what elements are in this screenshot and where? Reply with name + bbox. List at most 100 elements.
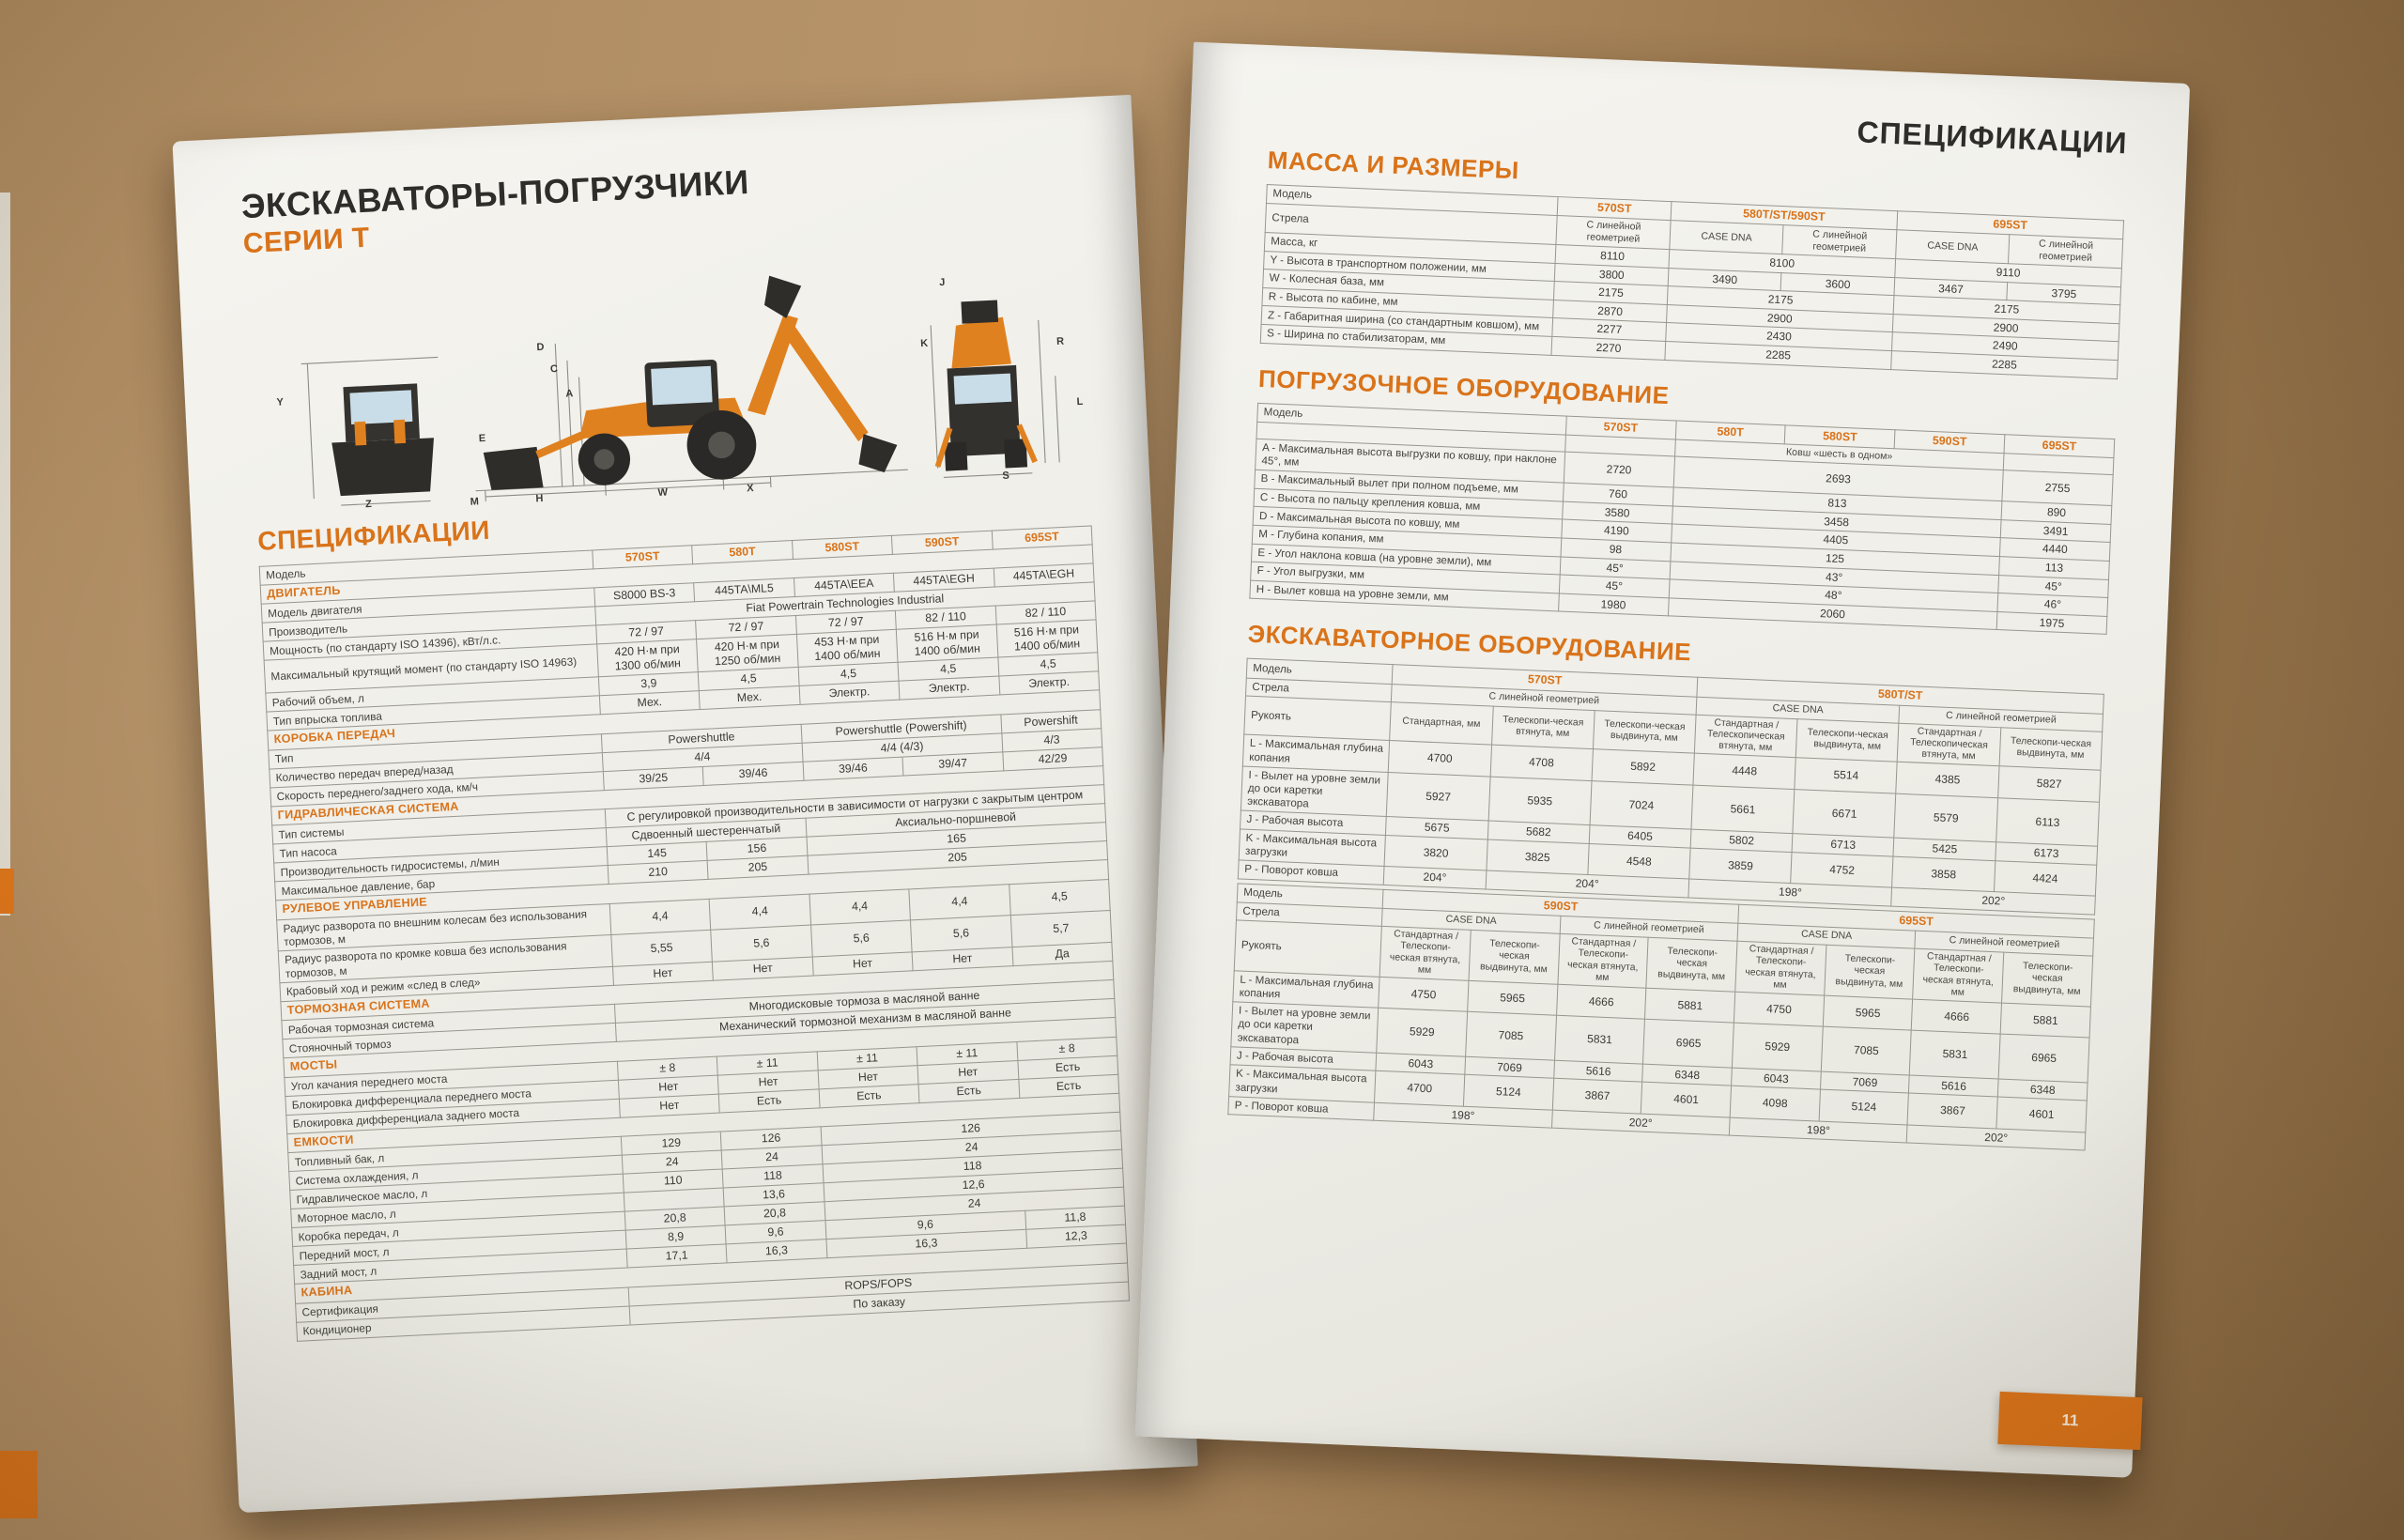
- dimension-label: Z: [364, 498, 373, 511]
- table-cell: 5927: [1386, 772, 1490, 822]
- table-cell: 4666: [1911, 999, 2002, 1035]
- table-cell: 2755: [2002, 470, 2114, 506]
- table-cell: 4385: [1896, 762, 1999, 798]
- dimension-label: W: [657, 486, 669, 499]
- table-cell: 7024: [1589, 780, 1693, 830]
- table-cell: Телескопи-ческая выдвинута, мм: [1468, 930, 1560, 985]
- table-cell: 6965: [1642, 1019, 1734, 1068]
- edge-tab-top: [0, 869, 14, 914]
- table-cell: 5,7: [1009, 910, 1112, 947]
- table-cell: 5965: [1823, 995, 1914, 1031]
- table-cell: 6671: [1793, 789, 1897, 839]
- dimension-label: X: [746, 482, 754, 494]
- table-cell: 4708: [1489, 745, 1594, 781]
- table-cell: 453 Н·м при 1400 об/мин: [796, 629, 899, 668]
- mass-dimensions-table: Модель 570ST 580T/ST/590ST 695ST Стрела С лин…: [1260, 184, 2124, 379]
- table-cell: 4601: [1641, 1082, 1732, 1117]
- table-cell: 5579: [1894, 793, 1998, 842]
- table-cell: 5124: [1818, 1089, 1909, 1125]
- table-cell: С линейной геометрией: [1782, 224, 1897, 259]
- table-cell: 4601: [1996, 1097, 2088, 1132]
- dimension-label: K: [919, 337, 929, 350]
- table-cell: 4700: [1388, 741, 1492, 777]
- dimension-label: R: [1056, 335, 1065, 348]
- table-cell: 6113: [1996, 797, 2100, 847]
- dimension-label: D: [536, 341, 545, 353]
- table-cell: Телескопи-ческая выдвинута, мм: [1824, 945, 1916, 1000]
- table-cell: 204°: [1383, 866, 1487, 889]
- table-cell: 5881: [2000, 1003, 2091, 1039]
- table-cell: 5,55: [610, 930, 713, 967]
- table-cell: Стандартная / Телескопи-ческая втянута, …: [1913, 948, 2004, 1004]
- table-cell: Телескопи-ческая втянута, мм: [1491, 705, 1595, 750]
- table-cell: 5929: [1732, 1023, 1824, 1071]
- table-cell: 3858: [1892, 855, 1996, 892]
- table-cell: 5831: [1554, 1015, 1645, 1064]
- table-cell: Телескопи-ческая выдвинута, мм: [1795, 718, 1900, 762]
- table-cell: 4424: [1994, 860, 2097, 897]
- table-cell: 4666: [1556, 984, 1647, 1020]
- edge-tab-bottom: [0, 1451, 38, 1518]
- table-cell: Телескопи-ческая выдвинута, мм: [1998, 727, 2103, 771]
- dimension-label: E: [478, 432, 486, 444]
- table-cell: Стандартная / Телескопическая втянута, м…: [1694, 714, 1798, 759]
- table-cell: 4750: [1734, 992, 1825, 1027]
- table-cell: 4752: [1790, 852, 1894, 888]
- table-cell: 5827: [1997, 766, 2101, 803]
- dimension-label: H: [535, 492, 544, 504]
- page-edge-strip: [0, 192, 10, 916]
- dimension-label: M: [470, 495, 480, 508]
- dimension-label: A: [565, 388, 574, 400]
- table-cell: 1975: [1996, 611, 2107, 635]
- table-cell: 4,4: [709, 893, 811, 931]
- table-cell: 5892: [1591, 749, 1695, 785]
- table-cell: 5881: [1644, 988, 1735, 1024]
- table-cell: 2270: [1551, 336, 1666, 361]
- table-cell: 4098: [1730, 1086, 1821, 1121]
- table-cell: С линейной геометрией: [2008, 234, 2123, 269]
- page-number-tab: 11: [1997, 1391, 2143, 1451]
- table-cell: 5929: [1376, 1008, 1468, 1056]
- left-page: ЭКСКАВАТОРЫ-ПОГРУЗЧИКИ СЕРИИ Т: [172, 94, 1198, 1514]
- page-number: 11: [2061, 1410, 2079, 1430]
- table-cell: 4,5: [1009, 879, 1111, 916]
- table-cell: Телескопи-ческая выдвинута, мм: [2001, 952, 2093, 1008]
- table-cell: 5935: [1487, 776, 1592, 825]
- right-page: СПЕЦИФИКАЦИИ МАССА И РАЗМЕРЫ Модель 570ST…: [1134, 41, 2191, 1478]
- table-cell: 7085: [1465, 1011, 1557, 1060]
- table-cell: 7085: [1821, 1026, 1912, 1075]
- dimension-label: J: [938, 276, 946, 288]
- table-cell: 6965: [1998, 1034, 2090, 1083]
- table-cell: 4750: [1378, 977, 1469, 1012]
- table-cell: 3825: [1486, 839, 1589, 875]
- table-cell: 4,4: [908, 884, 1010, 921]
- table-cell: 4548: [1587, 843, 1691, 880]
- excavator-equipment-table-2: Модель 590ST 695ST Стрела CASE DNA С линейной…: [1227, 883, 2095, 1151]
- table-cell: 5514: [1795, 758, 1898, 793]
- row-label: I - Вылет на уровне земли до оси каретки…: [1230, 1002, 1379, 1054]
- table-cell: Стандартная / Телескопи-ческая втянута, …: [1734, 941, 1826, 996]
- table-cell: 3867: [1552, 1078, 1643, 1114]
- table-cell: Стандартная / Телескопи-ческая втянута, …: [1379, 926, 1472, 981]
- table-cell: CASE DNA: [1895, 229, 2011, 264]
- table-cell: 5965: [1467, 980, 1558, 1016]
- dimension-label: Y: [276, 396, 285, 409]
- table-cell: 4448: [1692, 753, 1796, 790]
- row-label: Рукоять: [1234, 919, 1382, 978]
- table-cell: 516 Н·м при 1400 об/мин: [995, 620, 1098, 658]
- table-cell: 4,4: [609, 898, 711, 935]
- table-cell: 4700: [1374, 1070, 1465, 1106]
- row-label: Рукоять: [1243, 695, 1392, 742]
- table-cell: CASE DNA: [1669, 220, 1784, 254]
- table-cell: Телескопи-ческая выдвинута, мм: [1646, 937, 1738, 993]
- table-cell: 516 Н·м при 1400 об/мин: [896, 624, 998, 663]
- table-cell: Стандартная / Телескопи-ческая втянута, …: [1557, 933, 1649, 989]
- table-cell: 5831: [1909, 1030, 2001, 1079]
- table-cell: 5661: [1690, 784, 1795, 834]
- table-cell: 3820: [1384, 835, 1487, 871]
- table-cell: 1980: [1558, 593, 1669, 617]
- dimension-label: C: [549, 362, 559, 376]
- loader-equipment-table: Модель 570ST 580T 580ST 590ST 695ST Ковш «шест…: [1249, 403, 2115, 636]
- table-cell: Стандартная, мм: [1389, 701, 1493, 746]
